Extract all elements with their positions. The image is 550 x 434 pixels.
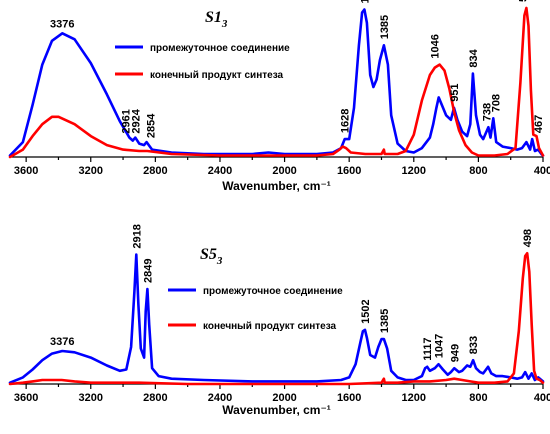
series-line-1 [8,253,545,384]
peak-label: 1385 [379,309,391,333]
legend-label-2: конечный продукт синтеза [150,70,284,81]
x-tick-label: 2400 [208,392,232,404]
x-tick-label: 1200 [402,392,426,404]
chart-panel-2: 3600 3200 2800 2400 2000 1600 1200 800 400 Wavenu… [8,224,550,417]
peak-label: 1047 [434,334,446,358]
peak-label: 1506 [359,0,371,4]
chart-panel-1: 3600 3200 2800 2400 2000 1600 1200 800 400 Wavenu… [8,0,550,193]
peak-label: 3376 [50,336,74,348]
chart-title-subscript: 3 [221,18,228,30]
peak-label: 2924 [130,108,142,133]
peak-label: 2961 [120,109,132,133]
legend-label-1: промежуточное соединение [203,286,343,297]
peak-label: 2849 [142,259,154,283]
chart-title: S13 [205,9,228,30]
x-tick-label: 800 [469,165,487,177]
peak-label: 2854 [146,113,158,138]
x-tick-label: 400 [534,165,550,177]
peak-label: 1502 [360,299,372,323]
peak-label: 951 [449,83,461,101]
peak-label: 834 [468,48,480,67]
chart-title-subscript: 3 [216,255,223,267]
peak-label: 498 [522,229,534,247]
peak-label: 833 [468,336,480,354]
chart-title: S53 [200,246,223,267]
x-tick-label: 800 [469,392,487,404]
peak-label: 738 [481,103,493,121]
chart-title-main: S5 [200,246,217,263]
peak-label: 708 [490,94,502,112]
peak-label: 2918 [131,224,143,248]
x-tick-label: 3200 [79,165,103,177]
series-line-2 [8,252,545,386]
legend-label-2: конечный продукт синтеза [203,321,337,332]
x-tick-label: 2000 [272,165,296,177]
series-line-1 [8,8,545,157]
peak-label: 949 [449,344,461,362]
peak-label: 1117 [422,338,434,361]
peak-label: 1385 [379,15,391,39]
x-axis-label: Wavenumber, cm⁻¹ [222,403,331,417]
x-tick-label: 1200 [402,165,426,177]
x-tick-label: 3600 [14,392,38,404]
x-tick-label: 3200 [79,392,103,404]
peak-label: 1046 [430,34,442,58]
x-tick-label: 400 [534,392,550,404]
peak-label: 503 [517,0,529,2]
x-axis-label: Wavenumber, cm⁻¹ [222,179,331,193]
series-line-2 [8,6,545,159]
x-tick-label: 1600 [337,165,361,177]
peak-label: 1628 [340,109,352,133]
legend-label-1: промежуточное соединение [150,43,290,54]
x-tick-label: 2400 [208,165,232,177]
chart-title-main: S1 [205,9,222,26]
peak-label: 3376 [50,18,74,30]
x-tick-label: 1600 [337,392,361,404]
peak-label: 467 [533,115,545,133]
x-tick-label: 3600 [14,165,38,177]
x-tick-label: 2800 [143,165,167,177]
x-tick-label: 2800 [143,392,167,404]
x-tick-label: 2000 [272,392,296,404]
